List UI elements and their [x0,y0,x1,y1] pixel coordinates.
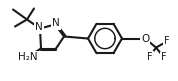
Text: F: F [161,52,167,63]
Text: F: F [147,52,153,61]
Text: F: F [164,37,170,46]
Text: N: N [35,23,43,32]
Text: N: N [52,18,60,29]
Text: O: O [141,34,149,43]
Text: H₂N: H₂N [18,52,38,63]
